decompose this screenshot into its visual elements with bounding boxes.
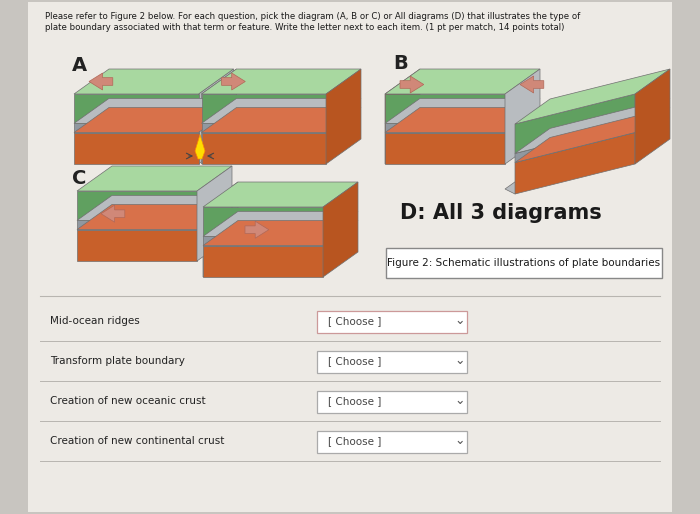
Polygon shape [202,107,361,133]
Polygon shape [323,182,358,277]
Polygon shape [202,69,237,164]
Polygon shape [77,205,232,229]
Polygon shape [202,94,326,123]
Polygon shape [203,182,358,207]
Polygon shape [385,107,540,133]
FancyBboxPatch shape [317,431,467,453]
Polygon shape [74,98,234,123]
Polygon shape [520,76,544,93]
Polygon shape [74,94,199,123]
Polygon shape [203,236,323,246]
Polygon shape [202,98,361,123]
Polygon shape [77,166,232,191]
Text: C: C [72,169,86,188]
Polygon shape [505,164,550,194]
Text: ⌄: ⌄ [455,434,466,448]
Polygon shape [515,133,635,194]
Text: [ Choose ]: [ Choose ] [328,436,382,446]
Polygon shape [515,94,635,153]
Polygon shape [326,69,361,164]
Polygon shape [385,133,505,164]
Polygon shape [635,69,670,164]
Text: Mid-ocean ridges: Mid-ocean ridges [50,316,140,326]
Text: A: A [72,56,87,75]
Polygon shape [199,69,234,164]
Polygon shape [385,69,420,164]
Polygon shape [197,166,232,261]
Polygon shape [515,107,670,162]
Polygon shape [203,182,238,277]
Polygon shape [77,195,232,221]
Text: [ Choose ]: [ Choose ] [328,316,382,326]
Text: plate boundary associated with that term or feature. Write the letter next to ea: plate boundary associated with that term… [45,23,564,32]
FancyBboxPatch shape [317,351,467,373]
Text: ⌄: ⌄ [455,315,466,327]
Text: D: All 3 diagrams: D: All 3 diagrams [400,203,602,223]
Polygon shape [400,76,424,93]
Polygon shape [245,221,269,238]
Polygon shape [515,98,670,153]
Polygon shape [74,133,199,164]
Polygon shape [202,69,361,94]
FancyBboxPatch shape [317,311,467,333]
Text: Creation of new oceanic crust: Creation of new oceanic crust [50,396,206,406]
Polygon shape [77,229,197,261]
Text: [ Choose ]: [ Choose ] [328,396,382,406]
Text: Creation of new continental crust: Creation of new continental crust [50,436,225,446]
Text: [ Choose ]: [ Choose ] [328,356,382,366]
Polygon shape [203,221,358,246]
Polygon shape [203,207,323,236]
Polygon shape [202,123,326,133]
Polygon shape [74,69,234,94]
FancyBboxPatch shape [28,2,672,512]
Polygon shape [195,135,205,159]
Polygon shape [89,73,113,90]
Polygon shape [385,94,505,123]
Text: ⌄: ⌄ [455,395,466,408]
Polygon shape [515,123,635,162]
FancyBboxPatch shape [386,248,662,278]
Polygon shape [101,205,125,222]
Polygon shape [505,69,540,164]
Polygon shape [385,98,540,123]
Polygon shape [385,123,505,133]
Polygon shape [385,69,540,94]
Polygon shape [74,123,199,133]
Text: Please refer to Figure 2 below. For each question, pick the diagram (A, B or C) : Please refer to Figure 2 below. For each… [45,12,580,21]
Text: B: B [393,54,407,73]
Polygon shape [74,107,234,133]
Polygon shape [203,246,323,277]
Text: Transform plate boundary: Transform plate boundary [50,356,185,366]
Text: Figure 2: Schematic illustrations of plate boundaries: Figure 2: Schematic illustrations of pla… [387,258,661,268]
Polygon shape [202,133,326,164]
FancyBboxPatch shape [317,391,467,413]
Polygon shape [221,73,245,90]
Polygon shape [77,191,197,221]
Polygon shape [77,221,197,229]
Text: ⌄: ⌄ [455,355,466,368]
Polygon shape [515,69,670,124]
Polygon shape [203,211,358,236]
